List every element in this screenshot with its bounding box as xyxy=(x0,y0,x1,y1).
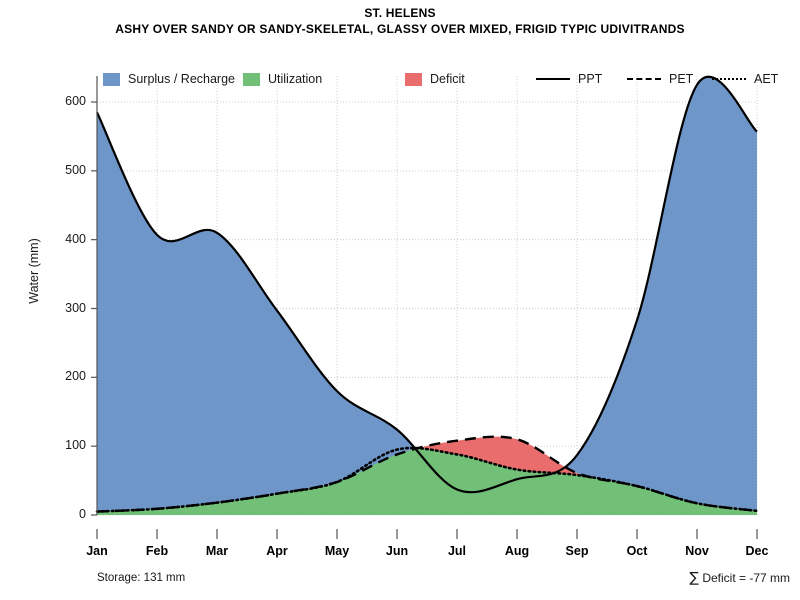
x-axis-tick-label: Aug xyxy=(504,544,530,558)
chart-series xyxy=(95,75,759,513)
x-axis-tick-label: Jan xyxy=(86,544,108,558)
deficit-value: Deficit = -77 mm xyxy=(702,571,790,585)
legend-swatch-icon xyxy=(103,72,120,86)
y-axis-tick-label: 600 xyxy=(65,94,86,108)
deficit-note: ∑ Deficit = -77 mm xyxy=(690,570,790,586)
page-title: ST. HELENS xyxy=(364,6,436,20)
legend-label: PPT xyxy=(578,72,603,86)
x-axis-tick-label: Sep xyxy=(565,544,589,558)
y-axis-title: Water (mm) xyxy=(27,238,41,304)
y-axis-tick-label: 0 xyxy=(79,507,86,521)
legend-swatch-icon xyxy=(243,72,260,86)
legend-line-dashed-icon xyxy=(627,73,661,85)
x-axis-tick-label: Apr xyxy=(266,544,288,558)
x-axis-tick-label: Feb xyxy=(145,544,169,558)
legend-item-pet[interactable]: PET xyxy=(627,68,693,90)
x-axis-tick-label: May xyxy=(324,544,350,558)
legend-line-solid-icon xyxy=(536,73,570,85)
band-utilization xyxy=(97,447,757,515)
y-axis-tick-label: 100 xyxy=(65,438,86,453)
legend-label: PET xyxy=(669,72,694,86)
legend-label: Deficit xyxy=(430,72,465,86)
legend-item-ppt[interactable]: PPT xyxy=(536,68,602,90)
legend-item-deficit[interactable]: Deficit xyxy=(405,68,465,90)
legend-line-dotted-icon xyxy=(712,73,746,85)
y-axis-tick-label: 300 xyxy=(65,300,86,315)
y-axis-tick-label: 500 xyxy=(65,162,86,177)
series-line-aet xyxy=(95,446,759,513)
x-axis-tick-label: Oct xyxy=(626,544,648,558)
y-axis-tick-label: 400 xyxy=(65,231,86,246)
axes xyxy=(91,76,758,539)
legend-swatch-icon xyxy=(405,72,422,86)
legend-label: AET xyxy=(754,72,779,86)
x-axis-tick-label: Jul xyxy=(447,544,467,558)
series-line-ppt xyxy=(96,75,758,494)
x-axis-tick-label: Dec xyxy=(745,544,769,558)
x-axis-tick-label: Mar xyxy=(205,544,229,558)
legend-item-utilization[interactable]: Utilization xyxy=(243,68,322,90)
legend-item-aet[interactable]: AET xyxy=(712,68,778,90)
legend-item-surplus-recharge[interactable]: Surplus / Recharge xyxy=(103,68,235,90)
y-axis-tick-label: 200 xyxy=(65,369,86,384)
x-axis-tick-label: Nov xyxy=(685,544,709,558)
band-surplus-recharge xyxy=(97,76,757,512)
legend-label: Utilization xyxy=(268,72,323,86)
chart-title-block: ST. HELENS ASHY OVER SANDY OR SANDY-SKEL… xyxy=(0,6,800,37)
chart-legend: Surplus / Recharge Utilization Deficit PPT P… xyxy=(0,68,800,90)
sum-symbol: ∑ xyxy=(689,570,699,586)
legend-label: Surplus / Recharge xyxy=(128,72,236,86)
page-subtitle: ASHY OVER SANDY OR SANDY-SKELETAL, GLASS… xyxy=(115,22,685,36)
x-axis-tick-label: Jun xyxy=(385,544,409,558)
storage-note: Storage: 131 mm xyxy=(97,572,186,584)
